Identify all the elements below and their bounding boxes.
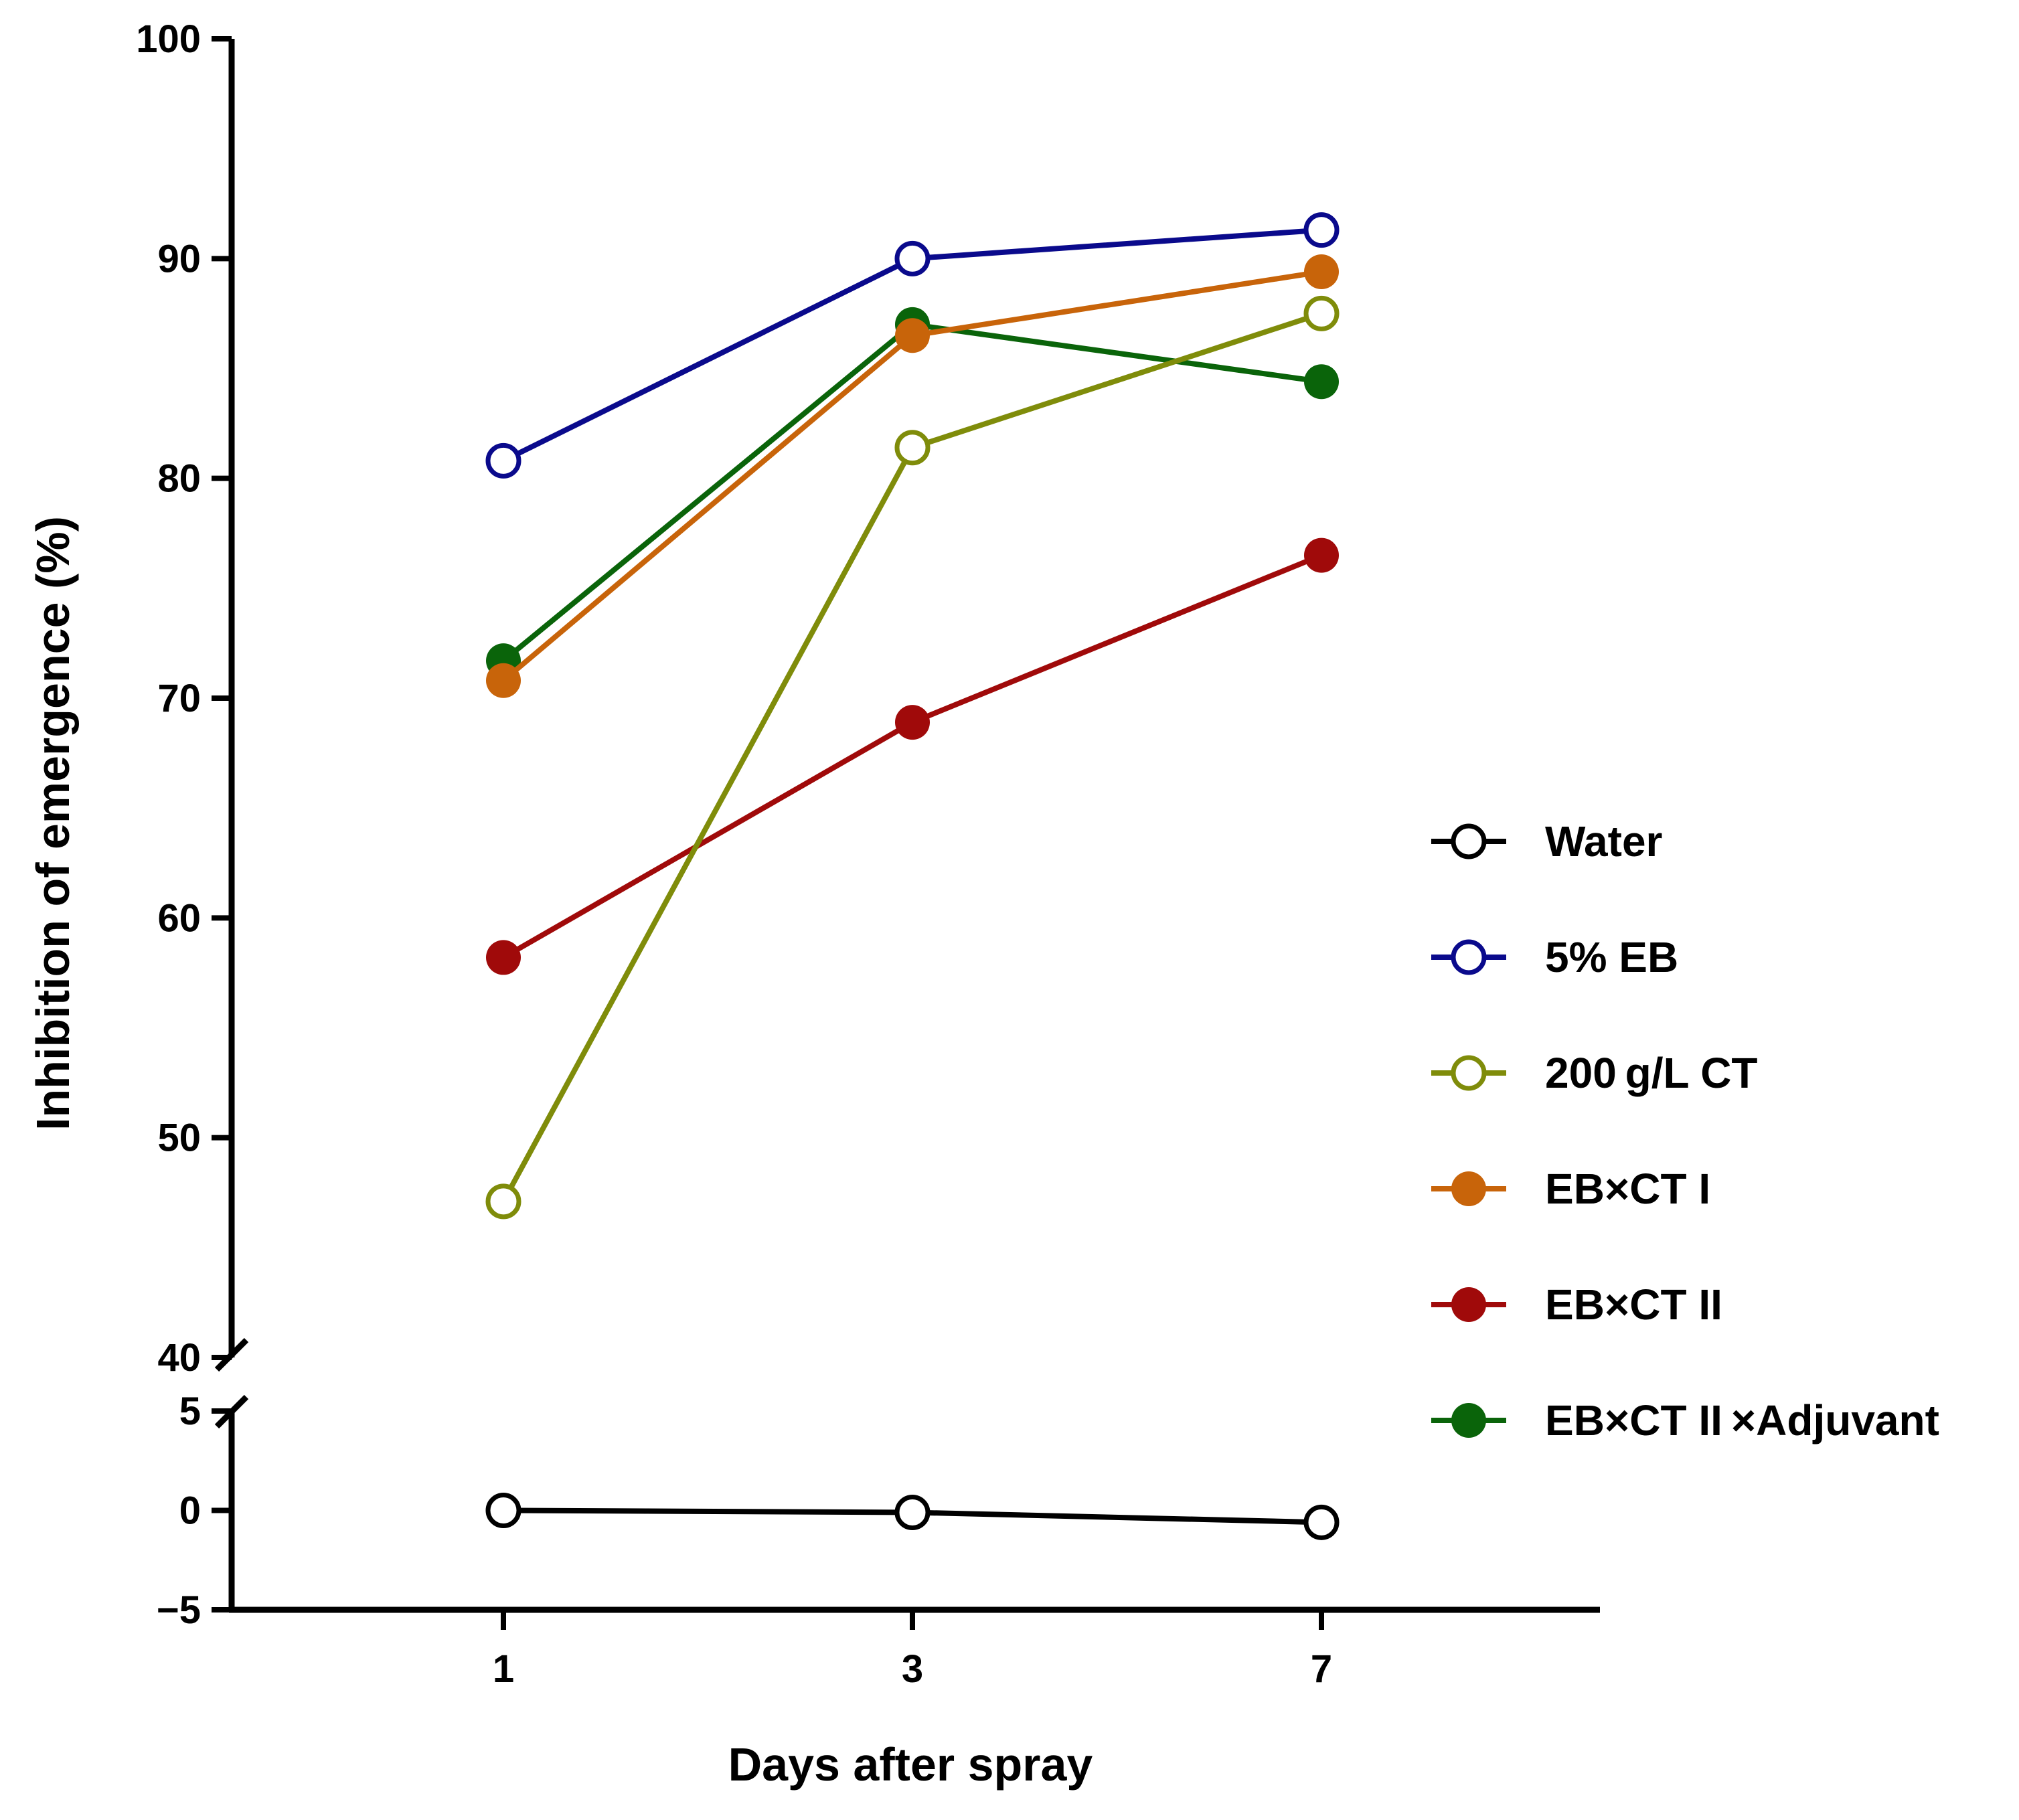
series-eb-ct-ii	[486, 537, 1339, 975]
data-point	[894, 240, 931, 276]
y-tick-label: −5	[157, 1588, 201, 1632]
data-point	[1304, 254, 1339, 290]
x-tick-label: 3	[902, 1647, 923, 1691]
y-tick-label: 60	[157, 896, 201, 940]
data-point	[1304, 537, 1339, 573]
legend-marker	[1451, 1055, 1487, 1091]
legend-item: 200 g/L CT	[1431, 1049, 1758, 1097]
legend-label: EB×CT II ×Adjuvant	[1545, 1396, 1939, 1444]
data-point	[485, 442, 521, 479]
legend-marker	[1451, 939, 1487, 975]
x-tick-label: 1	[493, 1647, 514, 1691]
legend: Water 5% EB 200 g/L CT EB×CT I EB×CT II EB×CT…	[1431, 817, 1939, 1444]
legend-item: Water	[1431, 817, 1662, 865]
legend-item: EB×CT II ×Adjuvant	[1431, 1396, 1939, 1444]
y-tick-label: 90	[157, 237, 201, 280]
series-layer	[485, 212, 1340, 1540]
legend-marker	[1451, 1403, 1486, 1438]
legend-item: EB×CT I	[1431, 1165, 1710, 1213]
axes: 40 50 60 70 80 90 100 −5 0 5 1 3 7	[136, 17, 1600, 1691]
data-point	[894, 1494, 931, 1530]
x-axis-title: Days after spray	[728, 1738, 1093, 1791]
y-tick-label: 0	[179, 1489, 201, 1533]
data-point	[1304, 364, 1339, 400]
data-point	[895, 318, 930, 353]
legend-label: EB×CT I	[1545, 1165, 1710, 1213]
legend-label: EB×CT II	[1545, 1280, 1722, 1329]
legend-marker	[1451, 823, 1487, 859]
data-point	[1303, 212, 1340, 248]
legend-label: 5% EB	[1545, 933, 1678, 981]
y-axis-title: Inhibition of emergence (%)	[27, 516, 79, 1131]
y-tick-label: 5	[179, 1390, 201, 1433]
series-line	[501, 321, 1322, 663]
legend-item: 5% EB	[1431, 933, 1678, 981]
legend-label: 200 g/L CT	[1545, 1049, 1758, 1097]
data-point	[486, 940, 521, 975]
y-tick-label: 40	[157, 1336, 201, 1380]
series-line	[502, 552, 1323, 960]
y-tick-label: 100	[136, 17, 201, 61]
data-point	[486, 663, 521, 698]
series-eb-ct-ii-adjuvant	[486, 307, 1339, 679]
x-tick-label: 7	[1311, 1647, 1332, 1691]
legend-marker	[1451, 1287, 1486, 1322]
data-point	[1303, 295, 1340, 331]
series-water	[485, 1493, 1340, 1540]
data-point	[894, 430, 931, 466]
legend-item: EB×CT II	[1431, 1280, 1722, 1329]
data-point	[895, 705, 930, 740]
series-eb-ct-i	[486, 254, 1339, 698]
series-200-g-l-ct	[485, 295, 1340, 1220]
y-tick-label: 70	[157, 677, 201, 720]
y-tick-label: 50	[157, 1116, 201, 1160]
series-5-eb	[485, 212, 1340, 479]
legend-label: Water	[1545, 817, 1662, 865]
data-point	[1303, 1504, 1340, 1540]
data-point	[485, 1183, 521, 1220]
legend-marker	[1451, 1171, 1486, 1206]
data-point	[485, 1493, 521, 1528]
y-tick-label: 80	[157, 457, 201, 501]
